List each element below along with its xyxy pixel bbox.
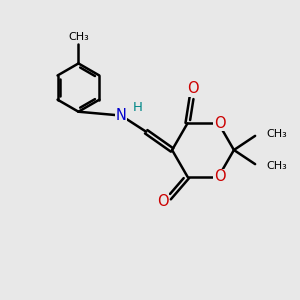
Text: N: N xyxy=(116,108,127,123)
Text: CH₃: CH₃ xyxy=(266,160,287,171)
Text: O: O xyxy=(214,116,226,131)
Text: H: H xyxy=(132,101,142,114)
Text: O: O xyxy=(187,81,198,96)
Text: O: O xyxy=(157,194,169,209)
Text: O: O xyxy=(214,169,226,184)
Text: CH₃: CH₃ xyxy=(68,32,89,42)
Text: CH₃: CH₃ xyxy=(266,129,287,140)
